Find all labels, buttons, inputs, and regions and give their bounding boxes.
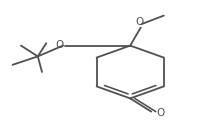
Text: O: O xyxy=(135,17,144,27)
Text: O: O xyxy=(56,40,64,50)
Text: O: O xyxy=(156,108,165,118)
